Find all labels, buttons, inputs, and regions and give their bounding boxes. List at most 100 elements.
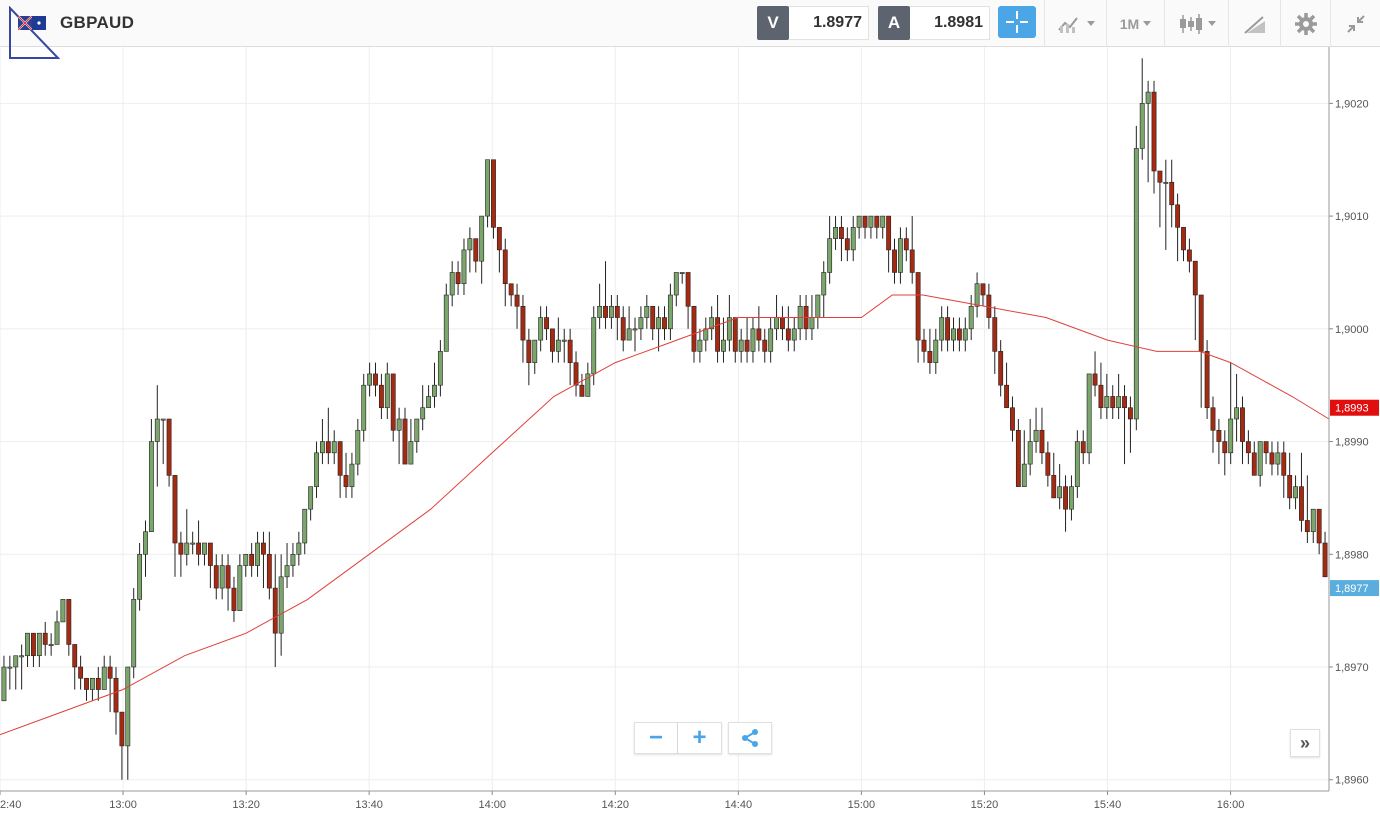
candle-body-up: [302, 508, 308, 544]
candle: [166, 418, 172, 487]
candle: [526, 328, 532, 386]
zoom-out-button[interactable]: −: [634, 722, 678, 754]
candle: [933, 328, 939, 374]
candle-body-down: [844, 238, 850, 251]
candle-body-up: [632, 328, 638, 331]
timeframe-button[interactable]: 1M: [1106, 0, 1164, 47]
candle: [715, 295, 721, 363]
candle-type-icon: [1179, 13, 1202, 34]
candle: [1198, 294, 1204, 408]
candle: [597, 283, 603, 329]
candle: [95, 667, 101, 701]
candle: [266, 531, 272, 600]
candle: [143, 520, 148, 577]
candle: [349, 452, 355, 498]
candle-body-up: [774, 317, 779, 330]
candle-body-down: [1015, 429, 1021, 487]
candle: [585, 362, 591, 397]
zoom-in-button[interactable]: +: [678, 722, 722, 754]
candle: [202, 542, 207, 566]
candle-body-up: [184, 542, 190, 555]
sell-label[interactable]: V: [757, 6, 789, 40]
chart-type-button[interactable]: [1164, 0, 1228, 47]
candle: [1015, 419, 1021, 487]
crosshair-button[interactable]: [998, 6, 1036, 38]
candle: [1228, 362, 1234, 465]
buy-price[interactable]: 1.8981: [910, 6, 990, 40]
candle-body-down: [1245, 441, 1251, 454]
drawing-button[interactable]: [1228, 0, 1280, 47]
buy-price-box[interactable]: A 1.8981: [878, 5, 990, 41]
candle: [892, 238, 897, 284]
candle-body-down: [1010, 407, 1015, 431]
candle: [131, 588, 137, 679]
candlestick-chart[interactable]: 1,8960 1,8970 1,8980 1,8990 1,9000 1,9010 1,90…: [0, 47, 1380, 822]
candle-body-up: [856, 215, 862, 228]
compare-button[interactable]: [1044, 0, 1106, 47]
candle: [532, 339, 538, 374]
candle: [1299, 452, 1304, 532]
candle: [1169, 159, 1175, 228]
y-tick-label: 1,9020: [1335, 98, 1369, 110]
candle-body-up: [237, 565, 243, 611]
candle: [78, 655, 84, 690]
candle: [1151, 80, 1157, 194]
share-button[interactable]: [728, 722, 772, 754]
candle: [897, 227, 903, 284]
candle-body-down: [1063, 486, 1068, 510]
scroll-forward-button[interactable]: »: [1290, 729, 1320, 757]
candle-body-up: [667, 294, 673, 330]
candle: [1045, 441, 1051, 487]
candle: [962, 317, 968, 352]
candle: [1033, 407, 1039, 453]
candle-body-up: [426, 396, 432, 409]
candle-body-up: [591, 317, 597, 375]
candle-body-down: [732, 317, 738, 352]
candle-body-up: [432, 384, 437, 397]
candle: [284, 543, 290, 589]
candle: [219, 554, 225, 600]
candle: [738, 328, 744, 363]
price-value-tag-text: 1,8977: [1335, 583, 1369, 595]
candle-body-down: [42, 632, 48, 645]
candle: [1104, 373, 1110, 419]
sell-price[interactable]: 1.8977: [789, 6, 869, 40]
candle: [732, 317, 738, 363]
candle-body-up: [1293, 486, 1298, 499]
candle-body-up: [13, 655, 19, 668]
candle: [862, 215, 868, 239]
candle: [432, 362, 437, 408]
candle: [107, 655, 113, 713]
candle-body-down: [691, 305, 697, 352]
candle-body-up: [962, 328, 968, 341]
candle: [148, 419, 154, 533]
candle-body-down: [1039, 429, 1045, 454]
candle-body-up: [821, 272, 827, 296]
candle: [703, 317, 709, 352]
candle-body-down: [496, 227, 502, 251]
candle-body-down: [1263, 441, 1269, 454]
candle: [137, 543, 143, 611]
candle: [443, 283, 449, 352]
settings-button[interactable]: [1280, 0, 1330, 47]
candle: [762, 328, 768, 363]
candle-body-up: [355, 429, 361, 465]
collapse-button[interactable]: [1330, 0, 1380, 47]
timeframe-label: 1M: [1119, 15, 1140, 32]
buy-label[interactable]: A: [878, 6, 910, 40]
sell-price-box[interactable]: V 1.8977: [757, 5, 869, 41]
candle-body-down: [1216, 429, 1222, 442]
candle-body-down: [508, 283, 514, 296]
candle-body-down: [520, 305, 526, 341]
candle: [1192, 260, 1198, 341]
candle-body-up: [644, 305, 650, 318]
candle-body-down: [166, 418, 172, 476]
chart-area[interactable]: 1,8960 1,8970 1,8980 1,8990 1,9000 1,9010 1,90…: [0, 47, 1380, 827]
candle: [591, 306, 597, 386]
x-tick-label: 14:00: [478, 799, 506, 811]
candle: [1310, 508, 1316, 543]
candle: [998, 340, 1004, 397]
x-tick-label: 15:40: [1094, 799, 1122, 811]
candle: [939, 306, 945, 352]
candle-body-up: [154, 418, 160, 442]
